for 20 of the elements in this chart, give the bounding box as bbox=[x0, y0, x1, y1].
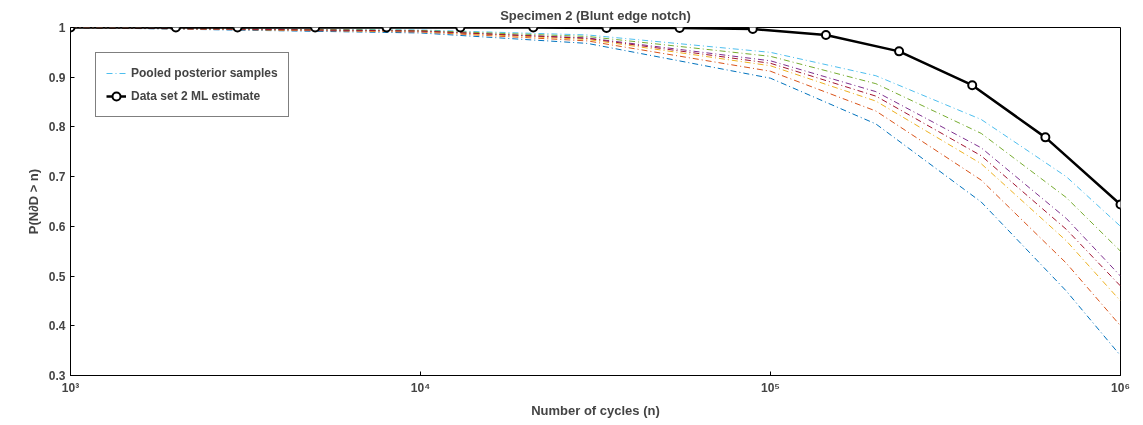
y-tick-label: 0.8 bbox=[48, 120, 66, 135]
y-axis-title: P(N∂D > n) bbox=[25, 168, 41, 235]
legend-label: Data set 2 ML estimate bbox=[131, 89, 261, 103]
x-tick-label: 10⁵ bbox=[761, 380, 780, 395]
x-tick-label: 10³ bbox=[61, 380, 80, 395]
y-tick-label: 0.4 bbox=[48, 319, 66, 334]
y-tick-label: 0.6 bbox=[48, 219, 66, 234]
y-tick-label: 1 bbox=[58, 21, 66, 35]
point bbox=[894, 46, 905, 57]
y-tick-label: 0.7 bbox=[48, 170, 66, 185]
point bbox=[967, 80, 978, 91]
y-tick-label: 0.9 bbox=[48, 70, 66, 85]
x-axis-title: Number of cycles (n) bbox=[531, 402, 660, 418]
y-tick-label: 0.5 bbox=[48, 269, 66, 284]
x-tick-label: 10⁴ bbox=[410, 380, 431, 395]
chart-title: Specimen 2 (Blunt edge notch) bbox=[500, 7, 691, 23]
x-tick-label: 10⁶ bbox=[1111, 380, 1130, 395]
y-tick-label: 0.3 bbox=[48, 369, 66, 383]
point bbox=[1040, 132, 1051, 143]
legend-label: Pooled posterior samples bbox=[131, 66, 278, 80]
